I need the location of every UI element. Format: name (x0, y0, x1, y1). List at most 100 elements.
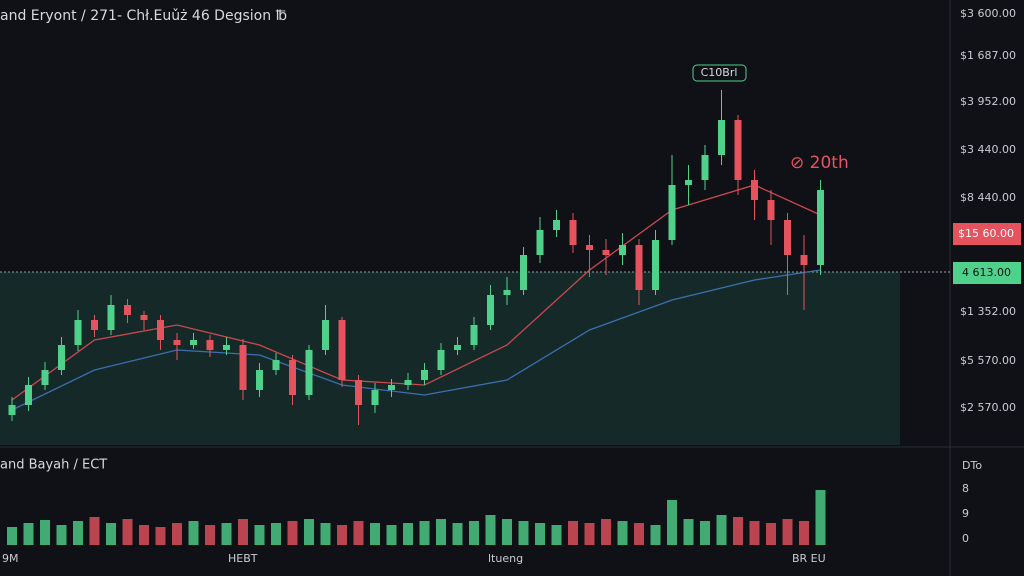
price-label: $2 570.00 (960, 401, 1016, 414)
volume-bar (716, 515, 727, 545)
candle-body (619, 245, 626, 255)
volume-bar (667, 500, 677, 545)
volume-bar (205, 525, 215, 545)
candle-body (668, 185, 676, 240)
candle-body (173, 340, 181, 345)
candle-body (520, 255, 527, 290)
volume-bar (551, 525, 562, 545)
candle-body (652, 240, 659, 290)
price-label: $1 352.00 (960, 305, 1016, 318)
candle-body (371, 390, 379, 405)
volume-bar (419, 521, 430, 545)
volume-bar (7, 527, 17, 545)
volume-bar (254, 525, 265, 545)
peak-label: C10Brl (701, 66, 738, 79)
candle-body (437, 350, 445, 370)
candle-body (388, 385, 395, 390)
volume-bar (601, 519, 611, 545)
candle-body (784, 220, 791, 255)
volume-bar (139, 525, 149, 545)
chart-title: and Eryont / 271- Chł.Euǔż 46 Degsion ℔ (0, 8, 287, 24)
price-label: 4 613.00 (962, 266, 1011, 279)
volume-bar (287, 521, 298, 545)
volume-label: 8 (962, 482, 969, 495)
volume-bar (700, 521, 710, 545)
candle-body (25, 385, 32, 405)
candle-body (74, 320, 82, 345)
volume-bar (518, 521, 529, 545)
volume-bar (122, 519, 133, 545)
candle-body (470, 325, 478, 345)
price-shade (0, 272, 900, 445)
candle-body (91, 320, 98, 330)
volume-bar (370, 523, 380, 545)
candle-body (58, 345, 65, 370)
candle-body (553, 220, 560, 230)
candle-body (157, 320, 164, 340)
candle-body (701, 155, 709, 180)
volume-bar (40, 520, 50, 545)
candle-body (404, 380, 412, 385)
candle-body (272, 360, 280, 370)
volume-bar (502, 519, 512, 545)
candle-body (751, 180, 758, 200)
candle-body (602, 250, 610, 255)
volume-bar (535, 523, 545, 545)
candle-body (569, 220, 577, 245)
candle-body (124, 305, 131, 315)
candle-body (734, 120, 742, 180)
volume-bar (89, 517, 100, 545)
pane-corner: DTo (962, 459, 982, 472)
volume-bar (749, 521, 760, 545)
volume-bar (304, 519, 314, 545)
candle-body (140, 315, 148, 320)
volume-bar (337, 525, 347, 545)
candle-body (800, 255, 808, 265)
price-badge (953, 262, 1021, 284)
time-label: ltueng (488, 552, 523, 565)
peak-box (692, 64, 747, 82)
target-label: ⊘ 20th (790, 153, 849, 173)
volume-bar (485, 515, 496, 545)
volume-bar (106, 523, 116, 545)
price-label: $3 440.00 (960, 143, 1016, 156)
candle-body (718, 120, 725, 155)
time-label: BR EU (792, 552, 826, 565)
volume-bar (23, 523, 34, 545)
price-label: $1 687.00 (960, 49, 1016, 62)
volume-bar (683, 519, 694, 545)
volume-bar (73, 521, 83, 545)
candle-body (421, 370, 428, 380)
volume-bar (733, 517, 743, 545)
volume-bar (782, 519, 793, 545)
time-label: HEBT (228, 552, 258, 565)
candle-body (817, 190, 824, 265)
candle-body (503, 290, 511, 295)
volume-bar (568, 521, 578, 545)
volume-bar (403, 523, 413, 545)
volume-bar (452, 523, 463, 545)
volume-bar (155, 527, 166, 545)
candle-body (223, 345, 230, 350)
volume-bar (650, 525, 661, 545)
candle-body (289, 360, 296, 395)
volume-bar (271, 523, 281, 545)
volume-bar (617, 521, 628, 545)
candle-body (305, 350, 313, 395)
candle-body (635, 245, 643, 290)
candle-body (322, 320, 329, 350)
volume-bar (815, 490, 826, 545)
candle-body (767, 200, 775, 220)
volume-bar (221, 523, 232, 545)
volume-bar (634, 523, 644, 545)
volume-bar (353, 521, 364, 545)
candle-body (487, 295, 494, 325)
price-label: $3 600.00 (960, 7, 1016, 20)
candle-body (256, 370, 263, 390)
volume-bar (172, 523, 182, 545)
candle-body (536, 230, 544, 255)
volume-bar (188, 521, 199, 545)
volume-bar (386, 525, 397, 545)
price-label: $3 952.00 (960, 95, 1016, 108)
